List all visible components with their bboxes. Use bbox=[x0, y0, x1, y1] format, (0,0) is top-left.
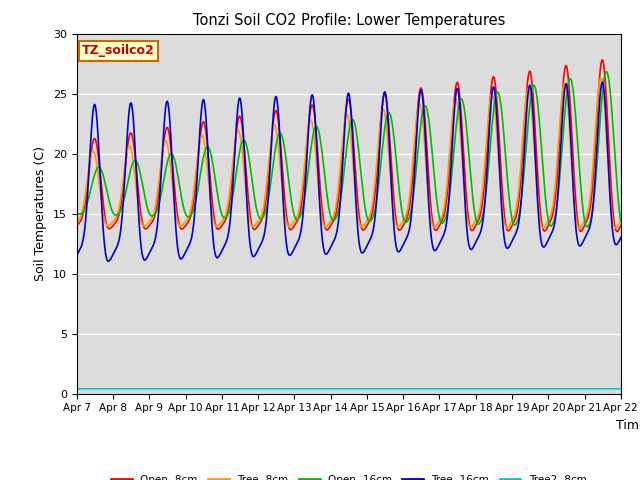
Tree -16cm bbox=[104, 258, 112, 264]
Tree -8cm bbox=[612, 226, 620, 231]
Tree -8cm bbox=[597, 75, 605, 81]
Line: Tree -16cm: Tree -16cm bbox=[77, 82, 621, 261]
Tree -16cm bbox=[383, 100, 390, 106]
Open -16cm bbox=[315, 129, 323, 135]
Open -16cm bbox=[325, 204, 333, 210]
Tree -8cm bbox=[617, 217, 625, 223]
Tree2 -8cm bbox=[115, 386, 123, 392]
Tree -8cm bbox=[383, 122, 390, 128]
Tree2 -8cm bbox=[304, 386, 312, 392]
Tree -8cm bbox=[115, 206, 123, 212]
Y-axis label: Soil Temperatures (C): Soil Temperatures (C) bbox=[35, 146, 47, 281]
Tree2 -8cm bbox=[617, 386, 625, 392]
Tree -16cm bbox=[73, 252, 81, 258]
Line: Open -8cm: Open -8cm bbox=[77, 60, 621, 231]
Open -16cm bbox=[115, 210, 123, 216]
Tree -8cm bbox=[73, 219, 81, 225]
Open -16cm bbox=[137, 174, 145, 180]
Tree -16cm bbox=[617, 235, 625, 240]
Text: TZ_soilco2: TZ_soilco2 bbox=[82, 44, 155, 58]
Title: Tonzi Soil CO2 Profile: Lower Temperatures: Tonzi Soil CO2 Profile: Lower Temperatur… bbox=[193, 13, 505, 28]
Tree2 -8cm bbox=[383, 386, 390, 392]
Line: Tree -8cm: Tree -8cm bbox=[77, 78, 621, 228]
Line: Open -16cm: Open -16cm bbox=[77, 72, 621, 227]
Open -16cm bbox=[304, 173, 312, 179]
Open -8cm bbox=[617, 223, 625, 228]
Open -8cm bbox=[325, 226, 333, 231]
Open -8cm bbox=[304, 134, 312, 140]
Open -8cm bbox=[115, 212, 123, 218]
Tree -8cm bbox=[325, 221, 333, 227]
Open -16cm bbox=[73, 209, 81, 215]
Open -8cm bbox=[73, 223, 81, 228]
Tree2 -8cm bbox=[137, 386, 145, 392]
Tree -8cm bbox=[137, 218, 145, 224]
Tree -16cm bbox=[325, 248, 333, 253]
Open -8cm bbox=[598, 57, 606, 63]
Open -8cm bbox=[137, 212, 145, 218]
Open -16cm bbox=[617, 218, 625, 224]
Open -8cm bbox=[383, 96, 390, 102]
Open -16cm bbox=[383, 116, 390, 121]
Tree2 -8cm bbox=[325, 386, 333, 392]
Open -16cm bbox=[602, 69, 610, 74]
Tree -16cm bbox=[598, 79, 606, 85]
X-axis label: Time: Time bbox=[616, 419, 640, 432]
Legend: Open -8cm, Tree -8cm, Open -16cm, Tree -16cm, Tree2 -8cm: Open -8cm, Tree -8cm, Open -16cm, Tree -… bbox=[107, 471, 591, 480]
Tree -16cm bbox=[138, 246, 145, 252]
Open -8cm bbox=[613, 228, 621, 234]
Tree2 -8cm bbox=[315, 386, 323, 392]
Tree -16cm bbox=[115, 236, 123, 242]
Tree2 -8cm bbox=[73, 386, 81, 392]
Open -16cm bbox=[583, 224, 591, 230]
Open -8cm bbox=[315, 167, 323, 172]
Tree -8cm bbox=[315, 189, 323, 195]
Tree -16cm bbox=[304, 135, 312, 141]
Tree -8cm bbox=[304, 131, 312, 136]
Tree -16cm bbox=[316, 192, 323, 198]
